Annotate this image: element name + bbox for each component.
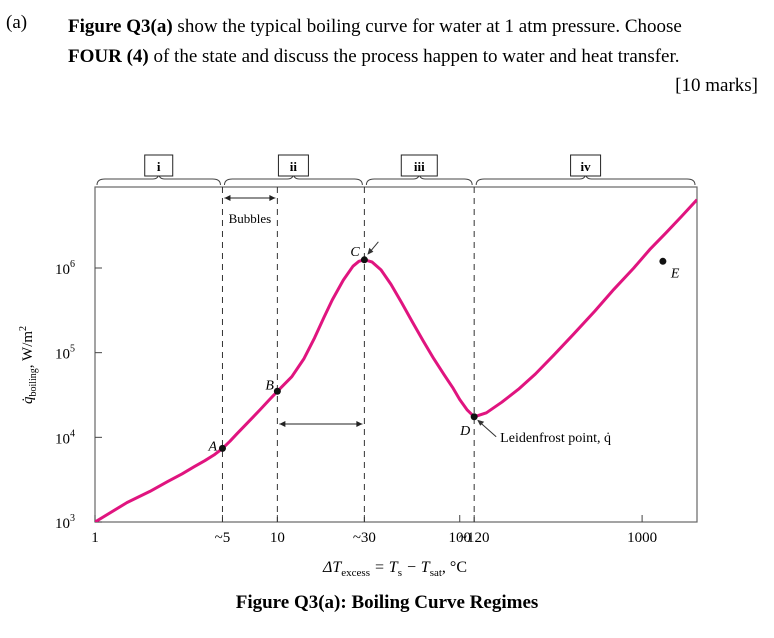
point-D bbox=[470, 413, 478, 421]
question-label: (a) bbox=[6, 12, 28, 33]
transition-arrowhead-left bbox=[279, 421, 286, 427]
x-tick-label: ~30 bbox=[353, 530, 376, 546]
regime-box-i bbox=[144, 154, 174, 177]
x-tick-label: 1000 bbox=[627, 530, 657, 546]
bubbles-arrowhead-right bbox=[269, 195, 276, 201]
y-tick-label: 106 bbox=[55, 259, 75, 278]
regime-box-ii bbox=[277, 154, 309, 177]
x-tick-label: 1 bbox=[91, 530, 99, 546]
regime-box-iv bbox=[570, 154, 602, 177]
point-B bbox=[273, 387, 281, 395]
y-tick-label: 103 bbox=[55, 513, 75, 532]
chf-pointer-head bbox=[367, 247, 374, 255]
regime-label-iii: iii bbox=[414, 159, 425, 174]
point-A bbox=[218, 444, 226, 452]
x-tick-label: ~120 bbox=[459, 530, 490, 546]
figure-caption: Figure Q3(a): Boiling Curve Regimes bbox=[235, 592, 539, 613]
y-axis-label: q̇boiling, W/m2 bbox=[18, 326, 39, 404]
point-E bbox=[659, 257, 667, 265]
point-label-A: A bbox=[207, 439, 217, 454]
regime-label-iv: iv bbox=[581, 159, 592, 174]
boiling-curve-line bbox=[95, 198, 697, 522]
y-tick-label: 105 bbox=[55, 344, 75, 363]
figure-reference: Figure Q3(a) bbox=[68, 16, 173, 37]
regime-label-i: i bbox=[157, 159, 161, 174]
point-C bbox=[360, 256, 368, 264]
x-tick-label: ~5 bbox=[215, 530, 231, 546]
question-count: FOUR (4) bbox=[68, 46, 149, 67]
point-label-E: E bbox=[670, 266, 680, 281]
transition-arrowhead-right bbox=[356, 421, 363, 427]
question-line2: of the state and discuss the process hap… bbox=[148, 46, 680, 67]
leidenfrost-label: Leidenfrost point, q̇ bbox=[500, 431, 611, 446]
point-label-C: C bbox=[350, 245, 360, 260]
plot-frame bbox=[94, 186, 698, 523]
point-label-D: D bbox=[459, 424, 470, 439]
regime-box-iii bbox=[400, 154, 438, 177]
point-label-B: B bbox=[265, 378, 274, 393]
marks-label: [10 marks] bbox=[675, 75, 758, 96]
question-line1: show the typical boiling curve for water… bbox=[172, 16, 682, 37]
regime-label-ii: ii bbox=[290, 159, 298, 174]
y-tick-label: 104 bbox=[55, 428, 75, 447]
x-axis-label: ΔTexcess = Ts − Tsat, °C bbox=[322, 559, 467, 579]
y-axis-label-group: q̇boiling, W/m2 bbox=[18, 326, 39, 404]
leidenfrost-pointer-head bbox=[477, 419, 485, 426]
x-tick-label: 100 bbox=[448, 530, 471, 546]
x-tick-label: 10 bbox=[270, 530, 285, 546]
bubbles-arrowhead-left bbox=[224, 195, 231, 201]
question-text: Figure Q3(a) show the typical boiling cu… bbox=[68, 12, 758, 72]
bubbles-label: Bubbles bbox=[229, 211, 272, 226]
